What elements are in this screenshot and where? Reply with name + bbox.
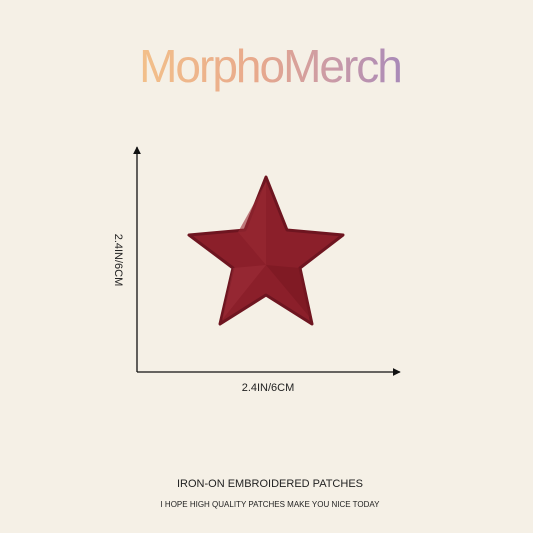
footer-tagline: I HOPE HIGH QUALITY PATCHES MAKE YOU NIC… (160, 500, 380, 509)
footer-title: IRON-ON EMBROIDERED PATCHES (177, 478, 363, 490)
width-label: 2.4IN/6CM (242, 382, 295, 394)
height-label: 2.4IN/6CM (112, 234, 124, 287)
star-patch (187, 175, 345, 326)
brand-logo: MorphoMerch (139, 40, 401, 92)
